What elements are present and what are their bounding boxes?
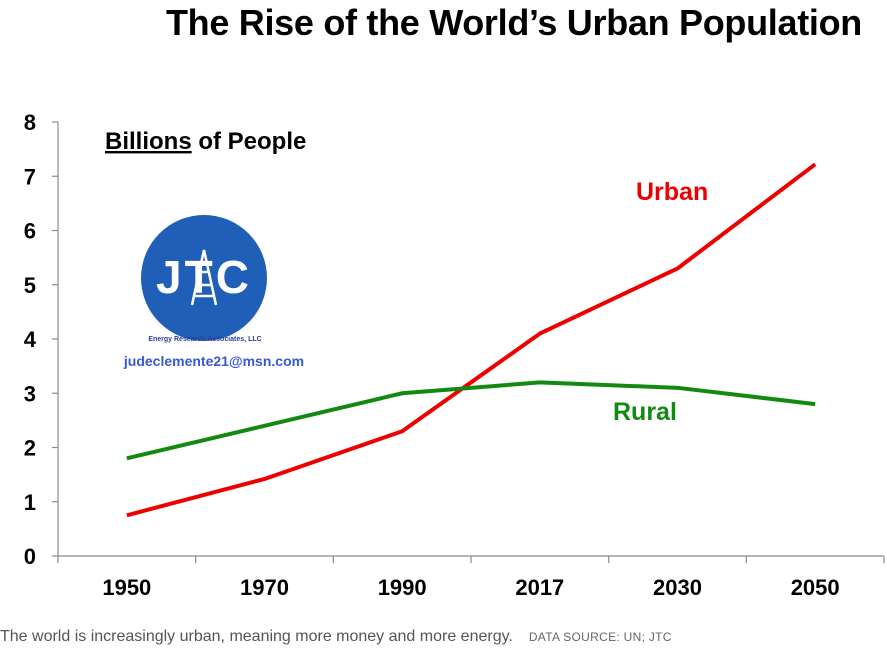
x-tick-label: 1950 xyxy=(102,575,151,600)
line-chart: 0 1 2 3 4 5 6 7 8 1950 1970 1990 2017 2030 2050 Billi… xyxy=(24,110,885,600)
units-label: Billions of People xyxy=(105,128,306,155)
series-line-urban xyxy=(126,162,817,518)
x-tick-label: 2017 xyxy=(515,575,564,600)
series-lines xyxy=(126,162,817,518)
x-tick-label: 1970 xyxy=(240,575,289,600)
logo-email: judeclemente21@msn.com xyxy=(123,353,304,369)
caption: The world is increasingly urban, meaning… xyxy=(0,628,887,646)
data-source: DATA SOURCE: UN; JTC xyxy=(528,630,672,644)
series-label-urban: Urban xyxy=(636,178,708,206)
y-tick-label: 3 xyxy=(24,381,36,406)
logo-text: JTC xyxy=(156,251,252,303)
y-tick-label: 6 xyxy=(24,219,36,244)
logo-tagline: Energy Research Associates, LLC xyxy=(148,336,261,343)
x-tick-label: 2050 xyxy=(791,575,840,600)
chart-title: The Rise of the World’s Urban Population xyxy=(165,2,862,43)
y-tick-label: 0 xyxy=(24,544,36,569)
units-label-rest: of People xyxy=(192,128,307,155)
y-tick-label: 5 xyxy=(24,273,36,298)
oil-derrick-icon xyxy=(190,249,218,306)
series-line-rural xyxy=(126,380,816,461)
x-axis-ticks: 1950 1970 1990 2017 2030 2050 xyxy=(57,556,885,600)
y-axis-ticks: 0 1 2 3 4 5 6 7 8 xyxy=(24,110,58,569)
y-tick-label: 8 xyxy=(24,110,36,135)
series-label-rural: Rural xyxy=(613,398,677,426)
x-tick-label: 2030 xyxy=(653,575,702,600)
y-tick-label: 2 xyxy=(24,436,36,461)
x-tick-label: 1990 xyxy=(378,575,427,600)
units-label-underlined: Billions xyxy=(105,128,192,155)
y-tick-label: 7 xyxy=(24,164,36,189)
caption-text: The world is increasingly urban, meaning… xyxy=(0,628,513,645)
jtc-logo: JTC Energy Research Associates, LLC jude… xyxy=(123,215,304,369)
logo-circle xyxy=(141,215,267,341)
y-tick-label: 1 xyxy=(24,490,36,515)
y-tick-label: 4 xyxy=(24,327,37,352)
